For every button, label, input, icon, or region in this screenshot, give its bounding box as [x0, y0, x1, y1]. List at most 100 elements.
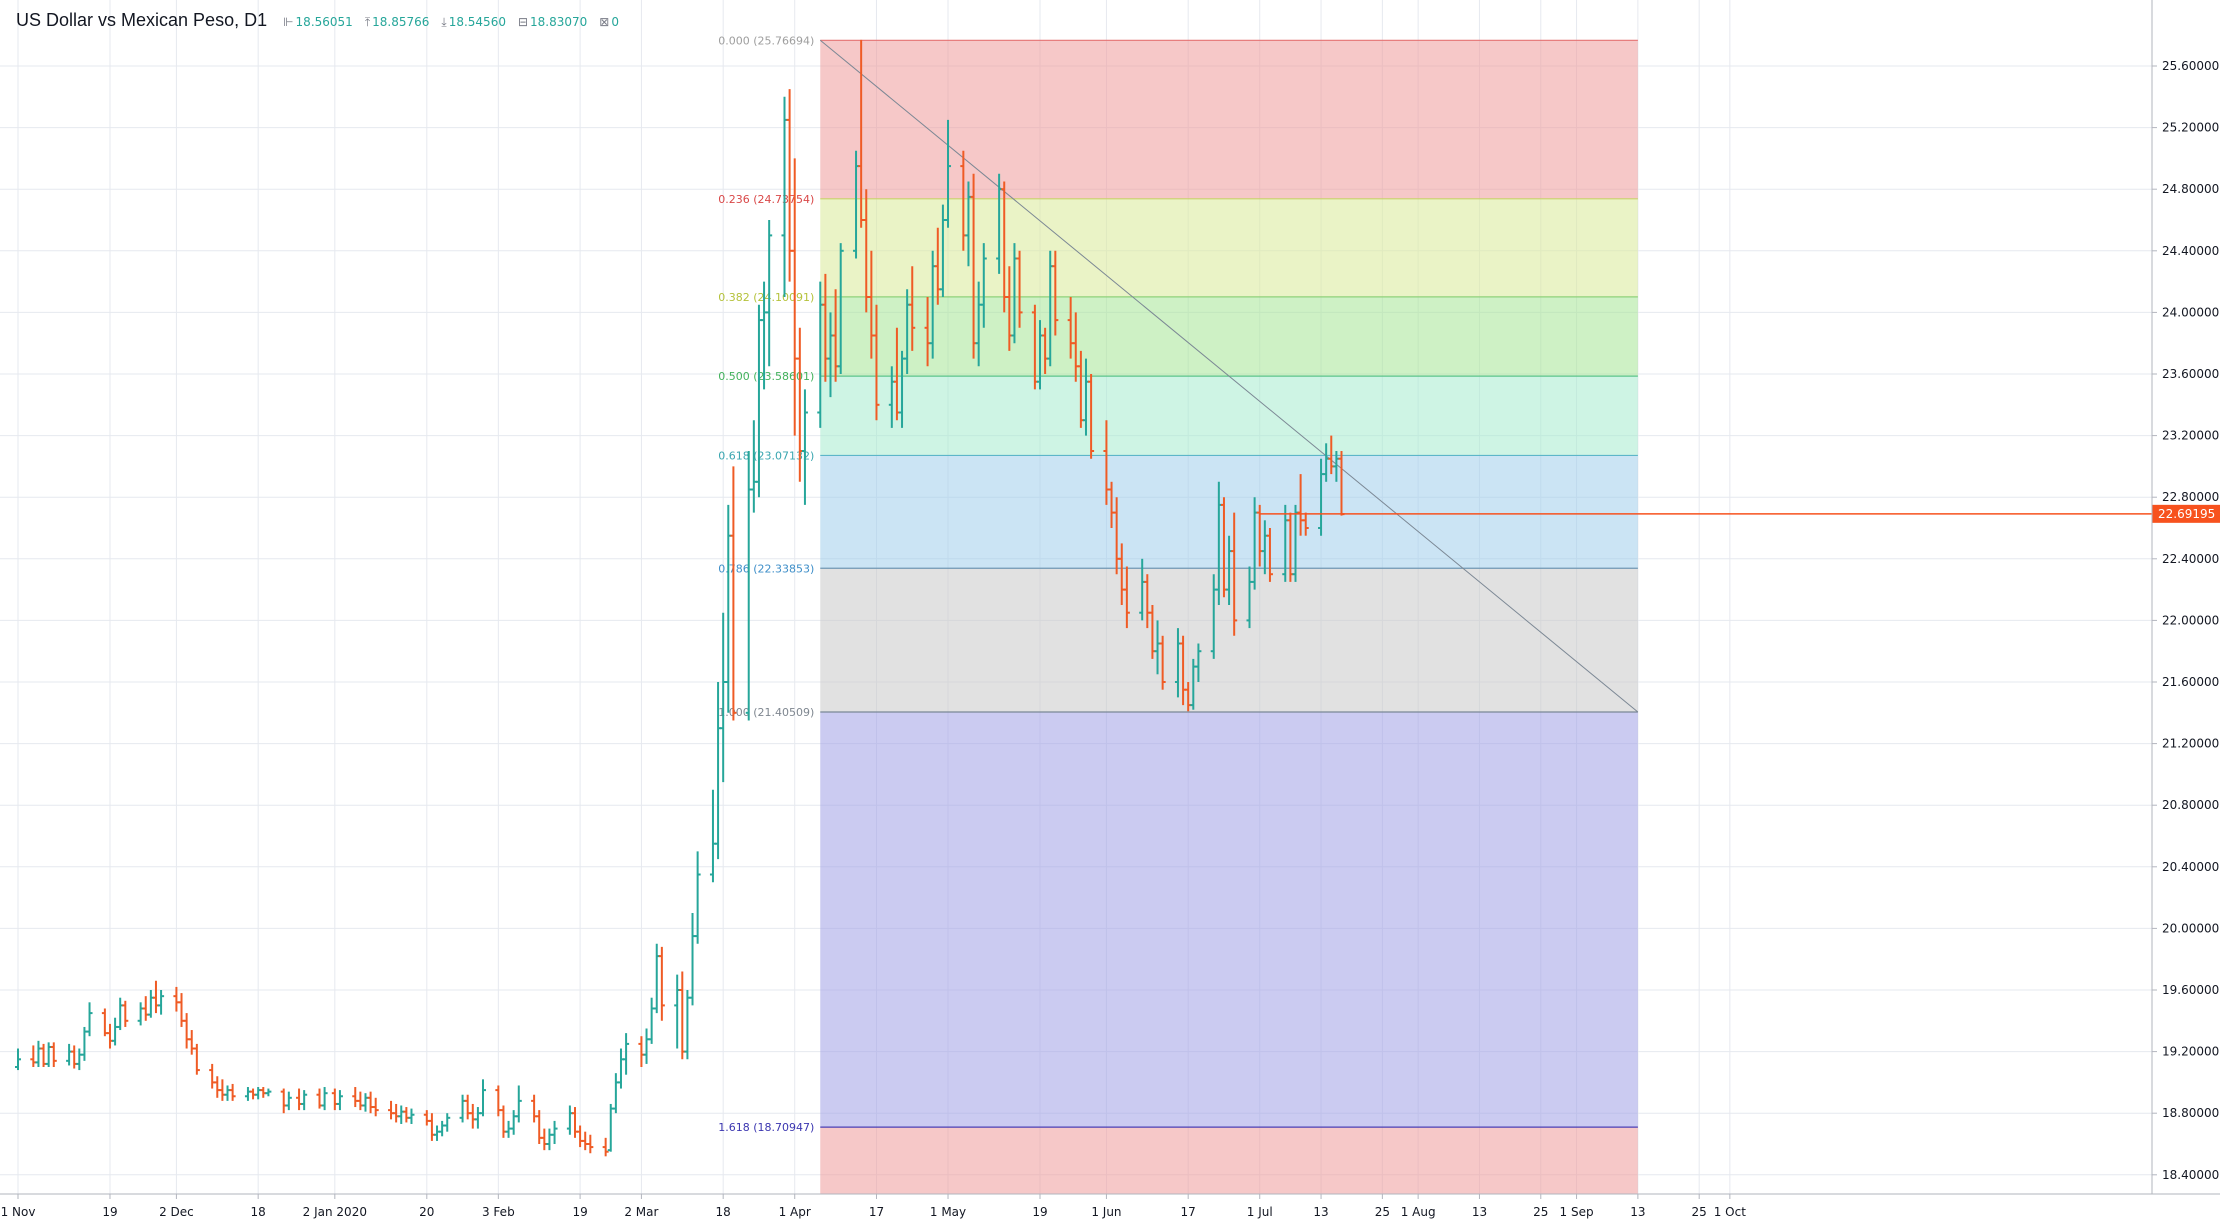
ohlc-bar — [50, 1042, 57, 1067]
ohlc-bar — [106, 1023, 113, 1049]
ohlc-bar — [571, 1107, 578, 1138]
price-tick-label: 25.60000 — [2162, 59, 2219, 73]
ohlc-bar — [658, 946, 665, 1021]
ohlc-bar — [331, 1088, 338, 1111]
price-tick-label: 24.40000 — [2162, 244, 2219, 258]
ohlc-bar — [367, 1091, 374, 1114]
ohlc-bar — [316, 1088, 323, 1109]
ohlc-bar — [612, 1073, 619, 1114]
price-tick-label: 20.80000 — [2162, 798, 2219, 812]
ohlc-bar — [193, 1043, 200, 1075]
fib-zone — [820, 40, 1638, 199]
ohlc-bar — [86, 1002, 93, 1037]
time-tick-label: 19 — [572, 1205, 587, 1219]
ohlc-bar — [648, 997, 655, 1044]
ohlc-bar — [71, 1045, 78, 1069]
fib-level-label: 0.236 (24.73754) — [718, 193, 814, 206]
ohlc-bar — [372, 1097, 379, 1117]
price-tick-label: 23.60000 — [2162, 367, 2219, 381]
ohlc-values: ⊩ 18.56051 ⤒ 18.85766 ⤓ 18.54560 ⊟ 18.83070 … — [283, 15, 619, 30]
fib-level-label: 0.500 (23.58601) — [718, 370, 814, 383]
high-value: 18.85766 — [372, 15, 430, 29]
ohlc-bar — [152, 980, 159, 1014]
ohlc-bar — [280, 1088, 287, 1114]
ohlc-bar — [577, 1125, 584, 1148]
ohlc-bar — [801, 389, 808, 505]
ohlc-bar — [285, 1091, 292, 1111]
ohlc-bar — [459, 1094, 466, 1123]
ohlc-bar — [388, 1100, 395, 1120]
ohlc-bar — [255, 1087, 262, 1100]
ohlc-bar — [229, 1083, 236, 1101]
fib-level-label: 1.000 (21.40509) — [718, 706, 814, 719]
ohlc-bar — [587, 1134, 594, 1154]
ohlc-bar — [250, 1088, 257, 1100]
price-tick-label: 20.00000 — [2162, 921, 2219, 935]
change-value: 0 — [611, 15, 619, 29]
last-price-tag — [2152, 504, 2220, 523]
time-tick-label: 1 Nov — [1, 1205, 36, 1219]
ohlc-bar — [500, 1105, 507, 1138]
ohlc-bar — [408, 1108, 415, 1124]
ohlc-bar — [474, 1107, 481, 1129]
open-value-group: ⊩ 18.56051 — [283, 15, 353, 30]
ohlc-bar — [81, 1026, 88, 1061]
ohlc-bar — [1123, 566, 1130, 629]
ohlc-bar — [296, 1088, 303, 1111]
ohlc-bar — [515, 1085, 522, 1123]
last-price-label: 22.69195 — [2158, 507, 2215, 521]
ohlc-bar — [434, 1125, 441, 1141]
ohlc-bar — [428, 1113, 435, 1141]
ohlc-bar — [505, 1120, 512, 1138]
ohlc-bar — [607, 1103, 614, 1152]
time-tick-label: 13 — [1630, 1205, 1645, 1219]
ohlc-bar — [909, 266, 916, 351]
high-value-group: ⤒ 18.85766 — [365, 15, 430, 30]
ohlc-bar — [147, 990, 154, 1018]
ohlc-bar — [566, 1105, 573, 1135]
fib-level-label: 1.618 (18.70947) — [718, 1121, 814, 1134]
ohlc-bar — [709, 789, 716, 883]
ohlc-bar — [1302, 512, 1309, 536]
ohlc-bar — [531, 1094, 538, 1123]
ohlc-bar — [510, 1110, 517, 1135]
ohlc-bar — [260, 1087, 267, 1098]
ohlc-bar — [1266, 528, 1273, 582]
fib-level-label: 0.000 (25.76694) — [718, 34, 814, 47]
price-tick-label: 18.40000 — [2162, 1168, 2219, 1182]
ohlc-bar — [403, 1107, 410, 1123]
ohlc-bar — [582, 1131, 589, 1151]
time-axis[interactable]: 1 Nov 19 2 Dec 18 2 Jan 2020 20 3 Feb 19 2 Mar 18… — [0, 1193, 2220, 1219]
ohlc-bar — [336, 1090, 343, 1111]
ohlc-bar — [674, 974, 681, 1049]
fib-zone — [820, 1127, 1638, 1194]
time-tick-label: 17 — [869, 1205, 884, 1219]
price-tick-label: 23.20000 — [2162, 429, 2219, 443]
ohlc-bar — [214, 1076, 221, 1098]
ohlc-bar — [66, 1043, 73, 1066]
price-axis[interactable]: 25.60000 25.20000 24.80000 24.40000 24.00000… — [2151, 0, 2219, 1194]
ohlc-bar — [209, 1063, 216, 1089]
time-tick-label: 25 — [1692, 1205, 1707, 1219]
ohlc-bar — [398, 1105, 405, 1124]
fib-trend-line — [819, 39, 1639, 713]
time-tick-label: 13 — [1472, 1205, 1487, 1219]
ohlc-bar — [35, 1040, 42, 1067]
chart-header: US Dollar vs Mexican Peso, D1 ⊩ 18.56051 … — [16, 10, 619, 36]
ohlc-bar — [786, 89, 793, 282]
ohlc-bar — [188, 1030, 195, 1055]
ohlc-bar — [643, 1028, 650, 1064]
ohlc-bar — [173, 986, 180, 1012]
time-tick-label: 1 Sep — [1560, 1205, 1594, 1219]
ohlc-bar — [679, 971, 686, 1060]
ohlc-bar — [321, 1087, 328, 1111]
ohlc-bar — [1052, 250, 1059, 336]
price-tick-label: 25.20000 — [2162, 121, 2219, 135]
ohlc-bar — [653, 943, 660, 1014]
ohlc-bar — [357, 1091, 364, 1111]
time-tick-label: 25 — [1533, 1205, 1548, 1219]
ohlc-bar — [873, 304, 880, 421]
ohlc-bar — [755, 304, 762, 498]
ohlc-bar — [352, 1087, 359, 1108]
